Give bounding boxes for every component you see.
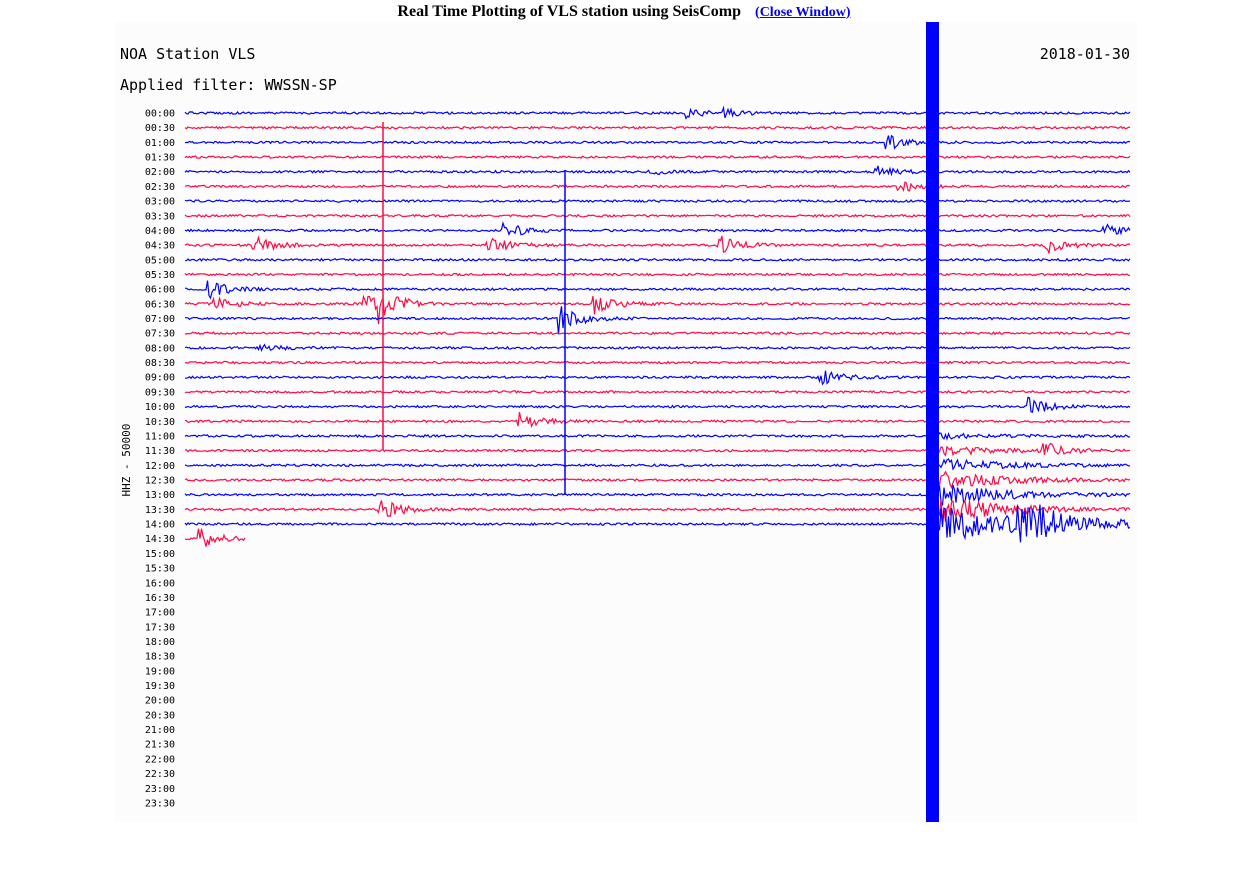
time-label: 03:30: [145, 211, 175, 222]
time-label: 19:30: [145, 681, 175, 692]
time-label: 02:30: [145, 182, 175, 193]
time-label: 17:00: [145, 608, 175, 619]
time-label: 19:00: [145, 666, 175, 677]
time-label: 06:00: [145, 285, 175, 296]
header: Real Time Plotting of VLS station using …: [0, 3, 1248, 21]
trace: [184, 331, 1131, 336]
trace: [184, 432, 1131, 441]
time-label: 09:30: [145, 387, 175, 398]
time-label: 11:30: [145, 446, 175, 457]
time-label: 00:30: [145, 123, 175, 134]
time-label: 10:00: [145, 402, 175, 413]
time-label: 18:00: [145, 637, 175, 648]
time-label: 09:00: [145, 373, 175, 384]
time-label: 14:00: [145, 520, 175, 531]
close-window-link[interactable]: Close Window): [759, 5, 851, 20]
time-label: 08:00: [145, 343, 175, 354]
time-label: 05:30: [145, 270, 175, 281]
time-label: 01:30: [145, 153, 175, 164]
time-label: 04:00: [145, 226, 175, 237]
time-label: 05:00: [145, 255, 175, 266]
time-label: 22:30: [145, 769, 175, 780]
trace: [184, 360, 1131, 365]
time-label: 14:30: [145, 534, 175, 545]
trace: [184, 280, 1131, 300]
filter: Applied filter: WWSSN-SP: [120, 76, 337, 94]
time-label: 21:00: [145, 725, 175, 736]
trace: [184, 442, 1131, 457]
trace: [184, 498, 1131, 522]
date: 2018-01-30: [1040, 45, 1130, 63]
time-label: 20:30: [145, 710, 175, 721]
trace: [184, 155, 1131, 160]
time-label: 02:00: [145, 167, 175, 178]
trace: [184, 134, 1131, 150]
time-label: 16:30: [145, 593, 175, 604]
trace: [184, 181, 1131, 193]
trace: [184, 213, 1131, 218]
trace: [184, 165, 1131, 177]
trace: [184, 411, 1131, 429]
time-label: 00:00: [145, 109, 175, 120]
time-label: 20:00: [145, 696, 175, 707]
trace: [184, 504, 1131, 543]
trace: [184, 484, 1131, 506]
trace: [184, 235, 1131, 254]
time-label: 16:00: [145, 578, 175, 589]
time-label: 07:30: [145, 329, 175, 340]
time-label: 01:00: [145, 138, 175, 149]
time-label: 10:30: [145, 417, 175, 428]
trace: [185, 370, 1131, 386]
time-label: 21:30: [145, 740, 175, 751]
time-label: 23:00: [145, 784, 175, 795]
time-label: 04:30: [145, 241, 175, 252]
trace: [184, 272, 1131, 277]
time-label: 06:30: [145, 299, 175, 310]
time-label: 15:00: [145, 549, 175, 560]
trace: [184, 528, 246, 547]
time-label: 12:00: [145, 461, 175, 472]
trace: [184, 294, 1131, 325]
title: Real Time Plotting of VLS station using …: [397, 3, 742, 20]
time-label: 03:00: [145, 197, 175, 208]
time-label: 11:00: [145, 431, 175, 442]
time-label: 13:30: [145, 505, 175, 516]
trace: [184, 396, 1131, 413]
paren: (: [755, 5, 760, 20]
time-label: 18:30: [145, 652, 175, 663]
trace: [184, 221, 1131, 236]
time-label: 08:30: [145, 358, 175, 369]
earthquake: [926, 22, 939, 822]
trace: [184, 343, 1131, 352]
time-label: 12:30: [145, 476, 175, 487]
trace: [184, 199, 1131, 204]
channel: HHZ - 50000: [120, 424, 133, 497]
time-label: 17:30: [145, 622, 175, 633]
time-label: 22:00: [145, 754, 175, 765]
trace: [184, 306, 1131, 335]
trace: [184, 125, 1131, 130]
time-label: 07:00: [145, 314, 175, 325]
trace: [184, 389, 1131, 394]
trace: [184, 470, 1131, 490]
trace: [184, 105, 1131, 120]
time-label: 15:30: [145, 564, 175, 575]
time-label: 23:30: [145, 798, 175, 809]
station: NOA Station VLS: [120, 45, 255, 63]
trace: [184, 458, 1131, 471]
trace: [184, 257, 1131, 262]
time-label: 13:00: [145, 490, 175, 501]
